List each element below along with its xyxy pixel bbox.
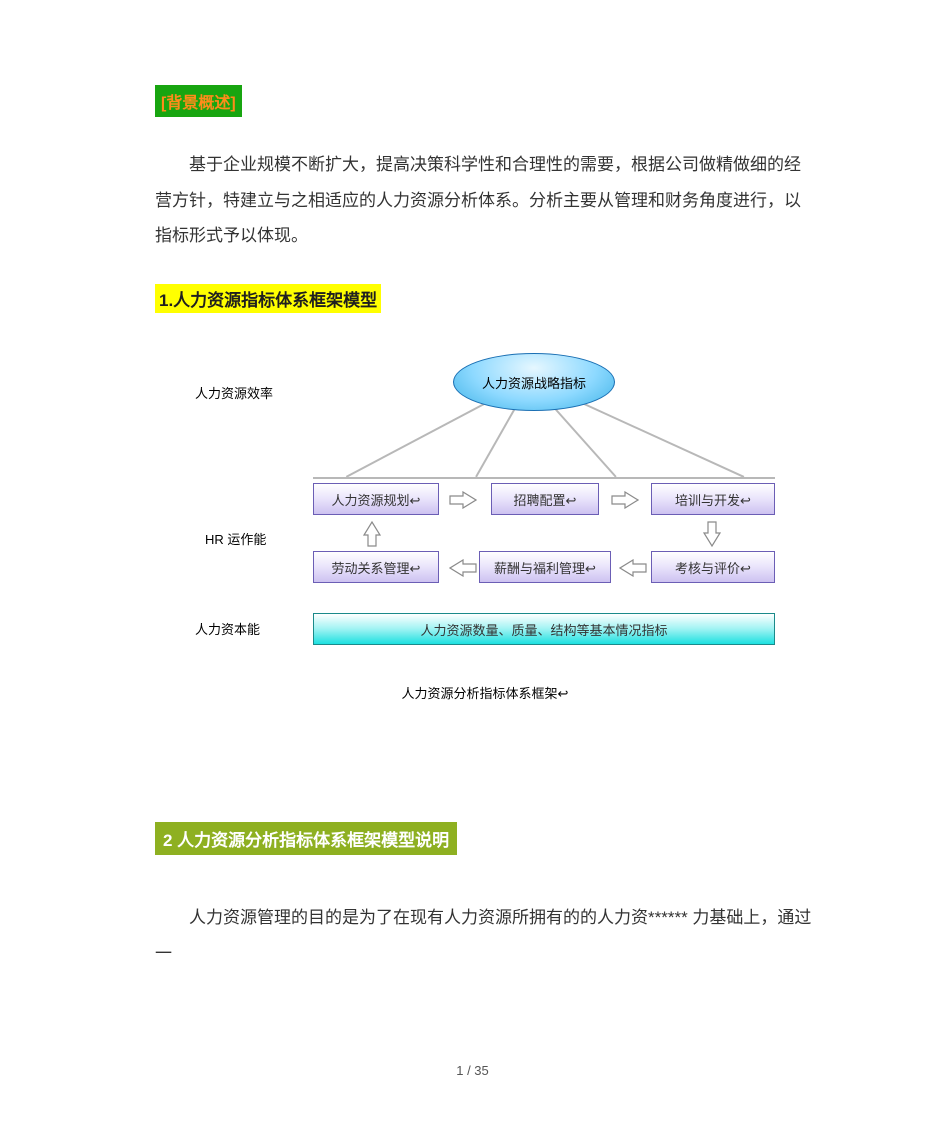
intro-paragraph: 基于企业规模不断扩大，提高决策科学性和合理性的需要，根据公司做精做细的经营方针，…	[155, 147, 815, 254]
box-hr-basic-indicators: 人力资源数量、质量、结构等基本情况指标	[313, 613, 775, 645]
box-label: 人力资源规划↩	[332, 490, 421, 509]
box-label: 考核与评价↩	[675, 558, 751, 577]
box-hr-planning: 人力资源规划↩	[313, 483, 439, 515]
page-footer: 1 / 35	[0, 1063, 945, 1078]
arrow-icon	[703, 521, 721, 547]
box-evaluation: 考核与评价↩	[651, 551, 775, 583]
background-tag: [背景概述]	[155, 85, 242, 117]
road-base-line	[313, 477, 775, 479]
arrow-icon	[619, 559, 647, 577]
box-recruitment: 招聘配置↩	[491, 483, 599, 515]
box-compensation: 薪酬与福利管理↩	[479, 551, 611, 583]
box-training: 培训与开发↩	[651, 483, 775, 515]
box-label: 招聘配置↩	[514, 490, 577, 509]
road-line	[346, 402, 487, 478]
framework-diagram: 人力资源效率 HR 运作能 人力资本能 人力资源战略指标 人力资源规划↩ 招聘配…	[195, 353, 775, 673]
box-label: 薪酬与福利管理↩	[494, 558, 596, 577]
strategy-ellipse: 人力资源战略指标	[453, 353, 615, 411]
side-label-operation: HR 运作能	[205, 529, 266, 548]
diagram-caption: 人力资源分析指标体系框架↩	[155, 683, 815, 702]
document-page: [背景概述] 基于企业规模不断扩大，提高决策科学性和合理性的需要，根据公司做精做…	[0, 0, 945, 1123]
box-label: 培训与开发↩	[675, 490, 751, 509]
heading-2: 2 人力资源分析指标体系框架模型说明	[155, 822, 457, 855]
arrow-icon	[363, 521, 381, 547]
heading-1: 1.人力资源指标体系框架模型	[155, 284, 381, 313]
strategy-ellipse-label: 人力资源战略指标	[482, 373, 586, 392]
arrow-icon	[449, 559, 477, 577]
box-label: 人力资源数量、质量、结构等基本情况指标	[420, 620, 667, 639]
road-line	[475, 403, 519, 478]
side-label-capital: 人力资本能	[195, 619, 260, 638]
arrow-icon	[611, 491, 639, 509]
box-label: 劳动关系管理↩	[332, 558, 421, 577]
box-labor-relations: 劳动关系管理↩	[313, 551, 439, 583]
paragraph-2: 人力资源管理的目的是为了在现有人力资源所拥有的的人力资****** 力基础上，通…	[155, 900, 815, 971]
side-label-efficiency: 人力资源效率	[195, 383, 273, 402]
arrow-icon	[449, 491, 477, 509]
